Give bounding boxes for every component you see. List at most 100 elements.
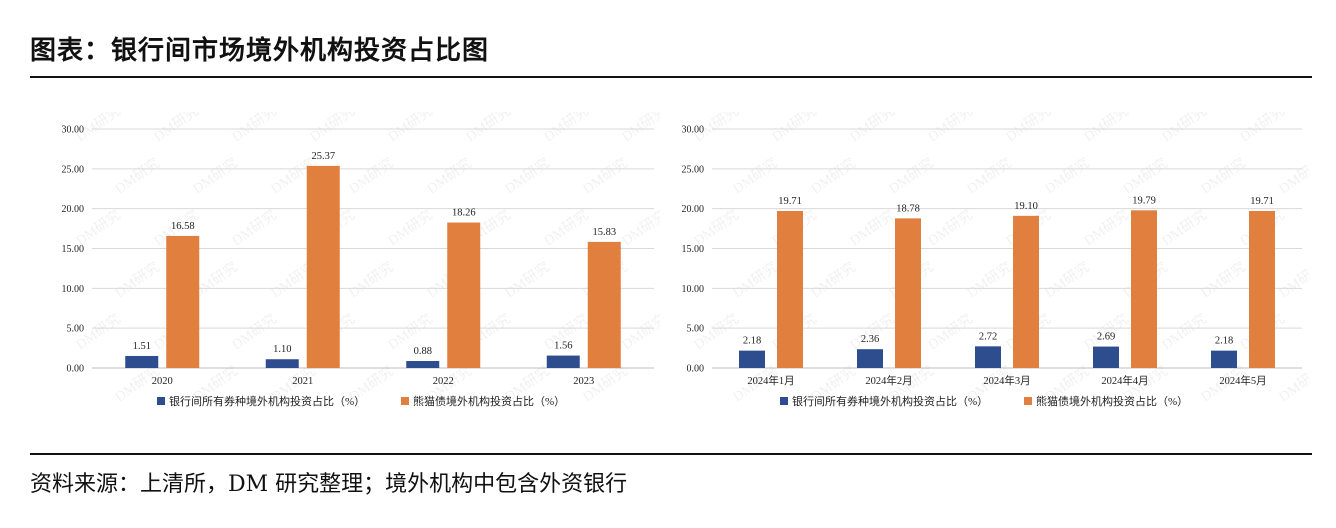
watermark-text: DM研究: [1042, 259, 1093, 301]
watermark-text: DM研究: [190, 155, 241, 197]
data-label: 16.58: [171, 221, 195, 232]
y-tick-label: 15.00: [682, 244, 705, 255]
watermark-text: DM研究: [385, 207, 436, 249]
watermark-text: DM研究: [847, 207, 898, 249]
legend-label: 银行间所有券种境外机构投资占比（%）: [169, 394, 365, 408]
watermark-text: DM研究: [1159, 311, 1210, 353]
watermark-text: DM研究: [1120, 155, 1171, 197]
legend-swatch: [780, 397, 788, 405]
bar-2: [777, 210, 803, 368]
data-label: 19.71: [1250, 196, 1274, 207]
bar-1: [1093, 346, 1119, 368]
y-tick-label: 20.00: [682, 204, 705, 215]
watermark-text: DM研究: [424, 155, 475, 197]
watermark-text: DM研究: [964, 155, 1015, 197]
watermark-text: DM研究: [1276, 155, 1308, 197]
bar-1: [857, 349, 883, 368]
bar-2: [1013, 215, 1039, 368]
data-label: 2.36: [861, 334, 879, 345]
x-tick-label: 2024年3月: [983, 374, 1030, 387]
bar-2: [1249, 210, 1275, 368]
watermark-text: DM研究: [925, 311, 976, 353]
top-divider: [30, 76, 1312, 78]
data-label: 19.79: [1132, 195, 1156, 206]
watermark-text: DM研究: [346, 155, 397, 197]
watermark-text: DM研究: [886, 155, 937, 197]
bar-2: [447, 222, 481, 368]
data-label: 1.10: [273, 344, 291, 355]
chart-annual: DM研究 DM研究 DM研究 DM研究 DM研究 DM研究 DM研究 DM研究 DM研究 DM研究…: [50, 103, 709, 432]
y-tick-label: 0.00: [67, 364, 85, 375]
bar-2: [306, 165, 340, 368]
watermark-text: DM研究: [1198, 259, 1249, 301]
y-tick-label: 0.00: [687, 364, 705, 375]
data-label: 0.88: [414, 346, 432, 357]
data-label: 1.56: [554, 341, 572, 352]
data-label: 15.83: [592, 227, 616, 238]
watermark-text: DM研究: [619, 311, 660, 353]
legend-swatch: [1024, 397, 1032, 405]
y-tick-label: 25.00: [62, 164, 85, 175]
watermark-text: DM研究: [658, 155, 660, 197]
data-label: 2.69: [1097, 332, 1115, 343]
watermark-text: DM研究: [1159, 207, 1210, 249]
watermark-text: DM研究: [925, 207, 976, 249]
bar-1: [739, 350, 765, 368]
legend-label: 熊猫债境外机构投资占比（%）: [413, 394, 565, 408]
x-tick-label: 2022: [433, 376, 454, 387]
page-title: 图表：银行间市场境外机构投资占比图: [30, 36, 490, 66]
legend-swatch: [157, 397, 165, 405]
bar-chart-svg: DM研究 DM研究 DM研究 DM研究 DM研究 DM研究 DM研究 DM研究 DM研究 DM研究…: [682, 103, 1327, 408]
source-note: 资料来源：上清所，DM 研究整理；境外机构中包含外资银行: [30, 472, 628, 497]
watermark-text: DM研究: [847, 311, 898, 353]
bar-2: [1131, 210, 1157, 368]
bar-1: [975, 346, 1001, 368]
bar-1: [125, 355, 159, 368]
x-tick-label: 2021: [292, 376, 313, 387]
bar-1: [406, 360, 440, 368]
x-tick-label: 2024年1月: [747, 374, 794, 387]
watermark-text: DM研究: [1276, 259, 1308, 301]
y-tick-label: 10.00: [682, 284, 705, 295]
watermark-text: DM研究: [112, 259, 163, 301]
data-label: 25.37: [311, 151, 335, 162]
data-label: 2.18: [743, 336, 761, 347]
watermark-text: DM研究: [229, 207, 280, 249]
y-tick-label: 30.00: [682, 125, 705, 136]
y-tick-label: 10.00: [62, 284, 85, 295]
watermark-text: DM研究: [1081, 207, 1132, 249]
watermark-text: DM研究: [346, 259, 397, 301]
legend-swatch: [401, 397, 409, 405]
bar-2: [895, 218, 921, 368]
bottom-divider: [30, 453, 1312, 455]
bar-2: [587, 241, 621, 368]
watermark-text: DM研究: [1198, 155, 1249, 197]
bar-1: [1211, 350, 1237, 368]
y-tick-label: 25.00: [682, 164, 705, 175]
watermark-text: DM研究: [658, 363, 660, 405]
bar-2: [166, 235, 200, 368]
data-label: 19.10: [1014, 201, 1038, 212]
y-tick-label: 30.00: [62, 125, 85, 136]
watermark-text: DM研究: [808, 155, 859, 197]
x-tick-label: 2024年2月: [865, 374, 912, 387]
legend-label: 银行间所有券种境外机构投资占比（%）: [792, 394, 988, 408]
data-label: 2.72: [979, 331, 997, 342]
watermark-text: DM研究: [112, 155, 163, 197]
watermark-text: DM研究: [502, 259, 553, 301]
bar-1: [546, 355, 580, 368]
watermark-text: DM研究: [808, 259, 859, 301]
watermark-text: DM研究: [1276, 363, 1308, 405]
x-tick-label: 2024年4月: [1101, 374, 1148, 387]
watermark-text: DM研究: [730, 155, 781, 197]
data-label: 19.71: [778, 196, 802, 207]
watermark-text: DM研究: [580, 155, 631, 197]
x-tick-label: 2024年5月: [1219, 374, 1266, 387]
watermark-text: DM研究: [964, 259, 1015, 301]
watermark-text: DM研究: [619, 207, 660, 249]
y-tick-label: 15.00: [62, 244, 85, 255]
watermark-text: DM研究: [658, 259, 660, 301]
y-tick-label: 5.00: [67, 324, 85, 335]
watermark-text: DM研究: [502, 155, 553, 197]
bar-chart-svg: DM研究 DM研究 DM研究 DM研究 DM研究 DM研究 DM研究 DM研究 DM研究 DM研究…: [62, 103, 709, 408]
